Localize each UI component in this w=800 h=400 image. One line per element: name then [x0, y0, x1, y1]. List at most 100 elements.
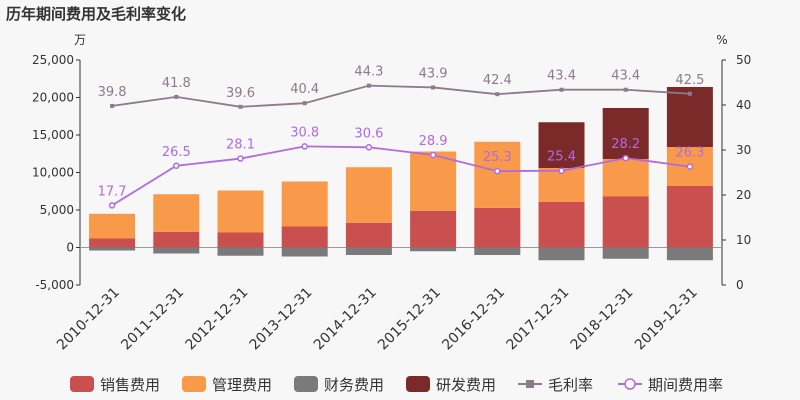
bar-销售费用 [345, 222, 392, 248]
y-tick-label: 25,000 [32, 53, 74, 67]
y2-tick-label: 10 [736, 233, 751, 247]
legend-swatch-财务费用 [294, 376, 318, 392]
legend-label-期间费用率: 期间费用率 [648, 376, 723, 394]
point-毛利率 [238, 104, 243, 109]
bar-销售费用 [153, 231, 200, 248]
bar-销售费用 [602, 196, 649, 248]
line-毛利率 [111, 84, 690, 108]
y2-tick-label: 40 [736, 98, 751, 112]
bar-销售费用 [89, 238, 136, 248]
x-tick-label: 2013-12-31 [247, 285, 316, 354]
point-毛利率 [302, 101, 307, 106]
data-label-毛利率: 40.4 [290, 82, 319, 97]
x-tick-label: 2018-12-31 [568, 285, 637, 354]
x-tick-label: 2016-12-31 [439, 285, 508, 354]
bar-财务费用 [410, 247, 457, 252]
point-期间费用率 [686, 163, 694, 170]
data-label-期间费用率: 17.7 [98, 184, 127, 199]
data-label-毛利率: 41.8 [162, 76, 191, 91]
bar-销售费用 [410, 210, 457, 248]
data-label-期间费用率: 25.4 [547, 150, 576, 165]
point-期间费用率 [558, 167, 565, 174]
bar-财务费用 [474, 247, 521, 255]
bar-财务费用 [602, 247, 649, 259]
data-label-毛利率: 43.9 [419, 66, 448, 81]
data-label-毛利率: 39.6 [226, 86, 255, 101]
bar-管理费用 [153, 194, 200, 232]
bar-财务费用 [89, 247, 136, 251]
legend-label-毛利率: 毛利率 [548, 376, 593, 394]
y-tick-label: 10,000 [32, 166, 74, 180]
point-期间费用率 [173, 162, 180, 169]
point-期间费用率 [365, 144, 373, 151]
legend-marker-期间费用率 [624, 378, 636, 390]
x-tick-label: 2017-12-31 [503, 285, 572, 354]
legend-swatch-销售费用 [70, 376, 94, 392]
bar-研发费用 [602, 108, 649, 159]
data-label-期间费用率: 26.5 [162, 145, 191, 160]
data-label-毛利率: 43.4 [547, 69, 576, 84]
bar-研发费用 [538, 122, 585, 168]
data-label-毛利率: 43.4 [611, 69, 640, 84]
legend-marker-毛利率 [526, 380, 534, 388]
legend-swatch-研发费用 [406, 376, 430, 392]
point-期间费用率 [622, 154, 629, 162]
legend-swatch-管理费用 [182, 376, 206, 392]
data-label-期间费用率: 26.3 [675, 146, 704, 161]
point-期间费用率 [237, 155, 244, 162]
point-期间费用率 [108, 202, 116, 209]
point-毛利率 [559, 87, 564, 92]
bar-管理费用 [89, 213, 136, 239]
x-tick-label: 2010-12-31 [54, 285, 123, 354]
bar-管理费用 [281, 181, 328, 227]
bar-财务费用 [345, 247, 392, 255]
y2-tick-label: 0 [736, 278, 744, 292]
point-期间费用率 [301, 143, 308, 150]
data-label-期间费用率: 30.6 [354, 126, 383, 141]
bar-财务费用 [666, 247, 713, 261]
point-毛利率 [495, 92, 500, 97]
bar-财务费用 [281, 247, 328, 257]
bar-管理费用 [474, 141, 521, 208]
data-label-期间费用率: 30.8 [290, 125, 319, 140]
point-毛利率 [174, 94, 179, 99]
point-期间费用率 [429, 151, 437, 159]
y-tick-label: 15,000 [32, 128, 74, 142]
bar-研发费用 [666, 87, 713, 147]
data-label-毛利率: 44.3 [354, 65, 383, 80]
point-毛利率 [110, 103, 115, 108]
right-unit: % [716, 33, 727, 47]
x-tick-label: 2011-12-31 [118, 285, 187, 354]
x-tick-label: 2019-12-31 [632, 285, 701, 354]
bar-销售费用 [538, 201, 585, 248]
x-tick-label: 2015-12-31 [375, 285, 444, 354]
data-label-毛利率: 39.8 [98, 85, 127, 100]
point-毛利率 [623, 87, 628, 92]
x-tick-label: 2012-12-31 [182, 285, 251, 354]
y-tick-label: -5,000 [35, 278, 74, 292]
data-label-期间费用率: 28.9 [419, 134, 448, 149]
bar-财务费用 [217, 247, 264, 256]
bar-财务费用 [538, 247, 585, 261]
legend-label-研发费用: 研发费用 [436, 376, 496, 394]
y2-tick-label: 20 [736, 188, 751, 202]
data-label-毛利率: 42.4 [483, 73, 512, 88]
legend-label-销售费用: 销售费用 [100, 376, 160, 394]
data-label-期间费用率: 28.2 [611, 137, 640, 152]
point-毛利率 [431, 85, 436, 90]
left-unit: 万 [74, 33, 86, 47]
bar-财务费用 [153, 247, 200, 254]
bar-管理费用 [345, 167, 392, 223]
bar-销售费用 [217, 232, 264, 248]
bar-销售费用 [281, 226, 328, 248]
y-tick-label: 20,000 [32, 91, 74, 105]
bar-管理费用 [410, 151, 457, 211]
legend-label-财务费用: 财务费用 [324, 376, 384, 394]
data-label-期间费用率: 25.3 [483, 150, 512, 165]
bar-销售费用 [666, 186, 713, 248]
point-毛利率 [687, 91, 692, 96]
bar-销售费用 [474, 207, 521, 248]
data-label-期间费用率: 28.1 [226, 138, 255, 153]
y-tick-label: 5,000 [40, 203, 74, 217]
